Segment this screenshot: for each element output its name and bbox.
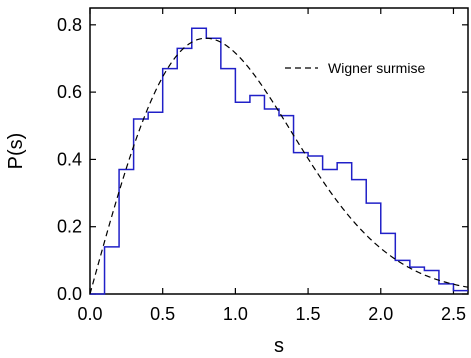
- y-tick-label: 0.6: [57, 82, 82, 102]
- x-tick-label: 2.5: [441, 304, 466, 324]
- x-tick-label: 2.0: [368, 304, 393, 324]
- legend-label-wigner: Wigner surmise: [328, 60, 425, 76]
- wigner-surmise-curve: [89, 37, 469, 295]
- plot-area: 0.0 0.5 1.0 1.5 2.0 2.5 0.0 0.2 0.4 0.6 0.8: [57, 7, 469, 324]
- y-axis-label: P(s): [5, 133, 27, 170]
- x-axis-label: s: [274, 335, 284, 357]
- y-tick-label: 0.2: [57, 217, 82, 237]
- y-tick-label: 0.0: [57, 284, 82, 304]
- x-tick-label: 1.5: [296, 304, 321, 324]
- y-tick-label: 0.4: [57, 149, 82, 169]
- legend: Wigner surmise: [285, 60, 425, 76]
- x-tick-label: 0.0: [77, 304, 102, 324]
- plot-frame: [89, 7, 469, 295]
- x-tick-label: 1.0: [223, 304, 248, 324]
- histogram-series: [90, 27, 468, 295]
- x-tick-label: 0.5: [150, 304, 175, 324]
- y-tick-label: 0.8: [57, 15, 82, 35]
- x-axis: 0.0 0.5 1.0 1.5 2.0 2.5: [77, 8, 466, 324]
